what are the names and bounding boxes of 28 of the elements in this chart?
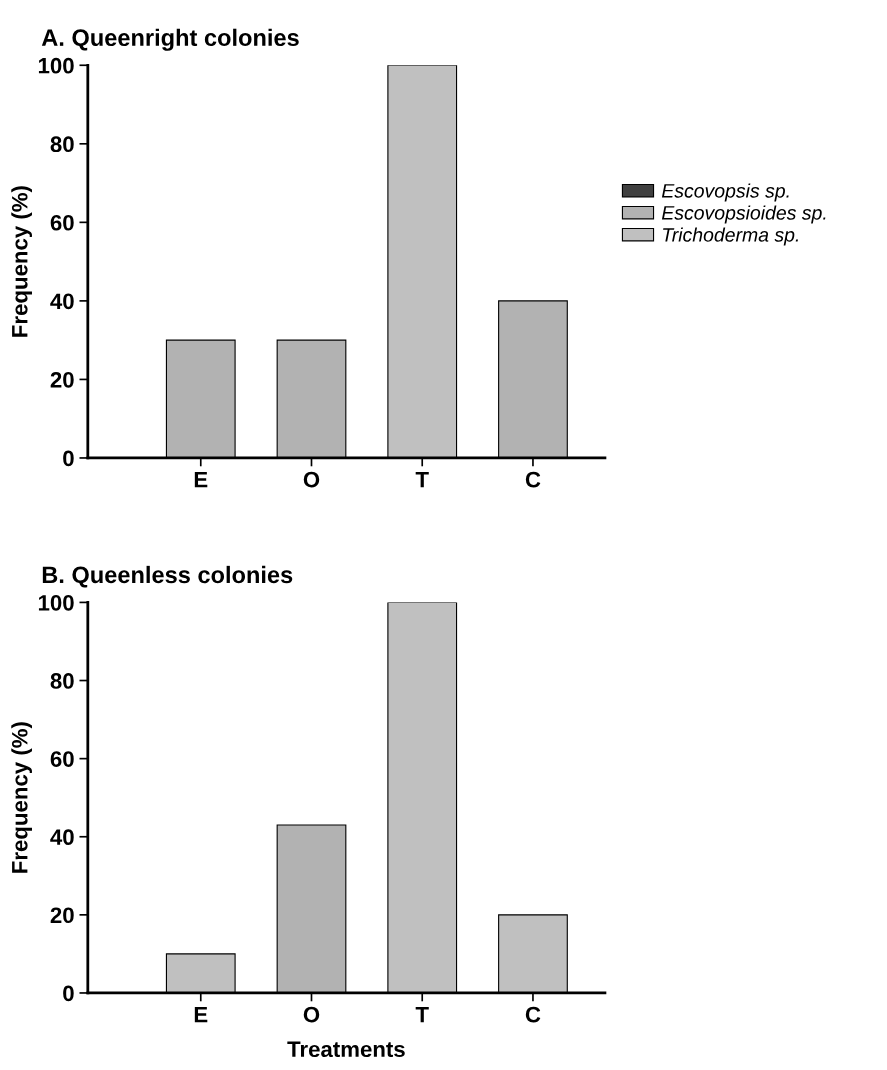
y-tick-label: 60 — [50, 751, 74, 767]
x-tick-label: E — [194, 1006, 208, 1023]
x-axis-title: Treatments — [287, 1041, 405, 1058]
y-tick-label: 100 — [38, 57, 74, 74]
x-tick-label: C — [525, 471, 541, 488]
y-tick-label: 40 — [50, 293, 74, 310]
y-tick-label: 40 — [50, 829, 74, 846]
y-tick-label: 0 — [63, 985, 74, 1002]
y-axis-title: Frequency (%) — [11, 186, 32, 337]
y-tick-label: 20 — [50, 907, 74, 924]
legend-label: Escovopsioides sp. — [661, 205, 826, 224]
legend-label: Trichoderma sp. — [663, 227, 798, 246]
y-axis-title: Frequency (%) — [11, 722, 32, 873]
y-tick-label: 0 — [63, 450, 74, 467]
x-tick-label: O — [303, 471, 320, 488]
y-tick-label: 80 — [50, 136, 74, 153]
y-tick-label: 60 — [50, 214, 74, 231]
x-tick-label: O — [303, 1006, 320, 1023]
x-tick-label: T — [415, 1006, 429, 1023]
chart-title: A. Queenright colonies — [41, 28, 299, 51]
legend-label: Escovopsis sp. — [661, 183, 789, 202]
chart-title: B. Queenless colonies — [42, 565, 293, 588]
y-tick-label: 100 — [38, 594, 74, 611]
x-tick-label: E — [194, 471, 208, 488]
x-tick-label: T — [415, 471, 429, 488]
y-tick-label: 20 — [50, 371, 74, 388]
y-tick-label: 80 — [50, 673, 74, 689]
x-tick-label: C — [525, 1006, 541, 1023]
